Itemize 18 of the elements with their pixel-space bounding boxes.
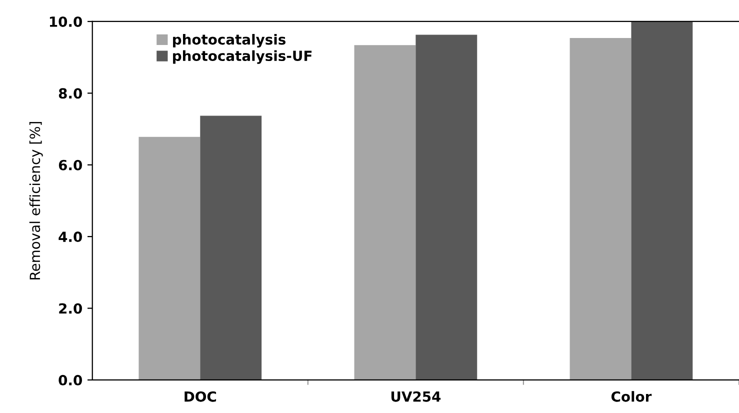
y-tick-label: 2.0 bbox=[59, 303, 82, 314]
bar bbox=[354, 45, 416, 380]
y-tick-label: 4.0 bbox=[58, 232, 82, 242]
legend-label: photocatalysis-UF bbox=[173, 50, 312, 64]
y-tick-label: 8.0 bbox=[58, 88, 82, 99]
bar bbox=[631, 21, 693, 380]
y-tick-label: 10.0 bbox=[50, 16, 82, 27]
y-tick-label: 6.0 bbox=[58, 160, 82, 170]
bar bbox=[200, 116, 262, 380]
x-tick-label: UV254 bbox=[391, 391, 441, 402]
y-axis-title: Removal efficiency [%] bbox=[29, 122, 43, 280]
bar bbox=[138, 136, 200, 380]
bar bbox=[416, 34, 478, 380]
y-tick-label: 0.0 bbox=[58, 374, 82, 386]
legend-label: photocatalysis bbox=[173, 34, 286, 48]
x-tick-label: DOC bbox=[184, 391, 216, 402]
x-tick-label: Color bbox=[611, 391, 652, 402]
bar bbox=[570, 38, 632, 380]
